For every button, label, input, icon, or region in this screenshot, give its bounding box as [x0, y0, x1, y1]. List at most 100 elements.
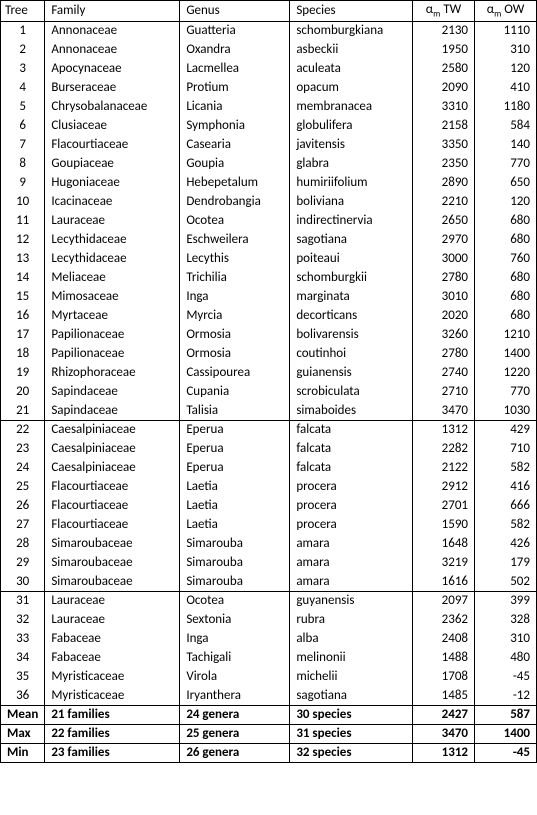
- table-row: 35MyristicaceaeVirolamichelii1708-45: [1, 667, 537, 686]
- cell-family: Lecythidaceae: [45, 230, 180, 249]
- cell-tree: 9: [1, 173, 45, 192]
- cell-tree: 27: [1, 515, 45, 534]
- cell-tree: 10: [1, 192, 45, 211]
- cell-tree: 31: [1, 591, 45, 610]
- cell-tw: 2970: [413, 230, 475, 249]
- cell-label: Max: [1, 724, 45, 743]
- cell-genus: Eperua: [180, 458, 290, 477]
- cell-family: Icacinaceae: [45, 192, 180, 211]
- cell-tree: 4: [1, 78, 45, 97]
- cell-tw: 1485: [413, 686, 475, 705]
- table-row: 10IcacinaceaeDendrobangiaboliviana221012…: [1, 192, 537, 211]
- cell-tree: 1: [1, 21, 45, 40]
- cell-family: Fabaceae: [45, 629, 180, 648]
- table-row: 20SapindaceaeCupaniascrobiculata2710770: [1, 382, 537, 401]
- cell-family: Hugoniaceae: [45, 173, 180, 192]
- cell-species: membranacea: [290, 97, 413, 116]
- cell-family: 21 families: [45, 705, 180, 724]
- cell-tw: 3010: [413, 287, 475, 306]
- table-row: 11LauraceaeOcoteaindirectinervia2650680: [1, 211, 537, 230]
- table-row: 22CaesalpiniaceaeEperuafalcata1312429: [1, 420, 537, 439]
- cell-genus: Symphonia: [180, 116, 290, 135]
- cell-tree: 7: [1, 135, 45, 154]
- cell-tw: 2427: [413, 705, 475, 724]
- cell-family: Rhizophoraceae: [45, 363, 180, 382]
- cell-ow: 770: [475, 154, 537, 173]
- cell-species: poiteaui: [290, 249, 413, 268]
- cell-genus: Eperua: [180, 420, 290, 439]
- cell-tree: 17: [1, 325, 45, 344]
- cell-tw: 1708: [413, 667, 475, 686]
- cell-tree: 29: [1, 553, 45, 572]
- cell-ow: 410: [475, 78, 537, 97]
- cell-family: Mimosaceae: [45, 287, 180, 306]
- cell-genus: Casearia: [180, 135, 290, 154]
- cell-tree: 12: [1, 230, 45, 249]
- cell-ow: 1110: [475, 21, 537, 40]
- cell-ow: 502: [475, 572, 537, 591]
- cell-family: 23 families: [45, 743, 180, 762]
- cell-tw: 2020: [413, 306, 475, 325]
- cell-tree: 20: [1, 382, 45, 401]
- cell-tree: 36: [1, 686, 45, 705]
- cell-tree: 21: [1, 401, 45, 420]
- cell-label: Min: [1, 743, 45, 762]
- cell-tw: 3260: [413, 325, 475, 344]
- cell-genus: Iryanthera: [180, 686, 290, 705]
- table-row: 31LauraceaeOcoteaguyanensis2097399: [1, 591, 537, 610]
- cell-species: 32 species: [290, 743, 413, 762]
- cell-genus: Inga: [180, 287, 290, 306]
- cell-tree: 11: [1, 211, 45, 230]
- cell-ow: 1400: [475, 344, 537, 363]
- cell-species: scrobiculata: [290, 382, 413, 401]
- table-row: 14MeliaceaeTrichiliaschomburgkii2780680: [1, 268, 537, 287]
- cell-tw: 2350: [413, 154, 475, 173]
- cell-species: simaboides: [290, 401, 413, 420]
- cell-genus: Cassipourea: [180, 363, 290, 382]
- cell-ow: 680: [475, 287, 537, 306]
- cell-genus: Lacmellea: [180, 59, 290, 78]
- cell-genus: Laetia: [180, 496, 290, 515]
- cell-tree: 19: [1, 363, 45, 382]
- cell-genus: Hebepetalum: [180, 173, 290, 192]
- cell-species: indirectinervia: [290, 211, 413, 230]
- cell-tree: 30: [1, 572, 45, 591]
- cell-tw: 1648: [413, 534, 475, 553]
- cell-tw: 1312: [413, 743, 475, 762]
- cell-species: 31 species: [290, 724, 413, 743]
- cell-family: Chrysobalanaceae: [45, 97, 180, 116]
- data-body: 1AnnonaceaeGuatteriaschomburgkiana213011…: [1, 21, 537, 705]
- cell-genus: Inga: [180, 629, 290, 648]
- cell-family: Flacourtiaceae: [45, 515, 180, 534]
- summary-body: Mean21 families24 genera30 species242758…: [1, 705, 537, 762]
- cell-tw: 2122: [413, 458, 475, 477]
- cell-ow: 310: [475, 40, 537, 59]
- table-row: 8GoupiaceaeGoupiaglabra2350770: [1, 154, 537, 173]
- cell-ow: -12: [475, 686, 537, 705]
- cell-species: falcata: [290, 458, 413, 477]
- cell-ow: 710: [475, 439, 537, 458]
- table-row: 2AnnonaceaeOxandraasbeckii1950310: [1, 40, 537, 59]
- cell-ow: 584: [475, 116, 537, 135]
- cell-ow: 587: [475, 705, 537, 724]
- cell-tw: 2580: [413, 59, 475, 78]
- table-row: 26FlacourtiaceaeLaetiaprocera2701666: [1, 496, 537, 515]
- cell-genus: Sextonia: [180, 610, 290, 629]
- cell-tw: 3219: [413, 553, 475, 572]
- cell-ow: 416: [475, 477, 537, 496]
- cell-tw: 2158: [413, 116, 475, 135]
- cell-species: amara: [290, 534, 413, 553]
- cell-ow: 666: [475, 496, 537, 515]
- table-row: 36MyristicaceaeIryantherasagotiana1485-1…: [1, 686, 537, 705]
- cell-family: Annonaceae: [45, 40, 180, 59]
- cell-ow: 680: [475, 211, 537, 230]
- table-row: 17PapilionaceaeOrmosiabolivarensis326012…: [1, 325, 537, 344]
- col-alpha-tw: αm TW: [413, 1, 475, 22]
- cell-species: procera: [290, 477, 413, 496]
- table-row: 1AnnonaceaeGuatteriaschomburgkiana213011…: [1, 21, 537, 40]
- cell-ow: 1180: [475, 97, 537, 116]
- summary-row: Max22 families25 genera31 species3470140…: [1, 724, 537, 743]
- cell-tree: 26: [1, 496, 45, 515]
- table-row: 21SapindaceaeTalisiasimaboides34701030: [1, 401, 537, 420]
- cell-species: bolivarensis: [290, 325, 413, 344]
